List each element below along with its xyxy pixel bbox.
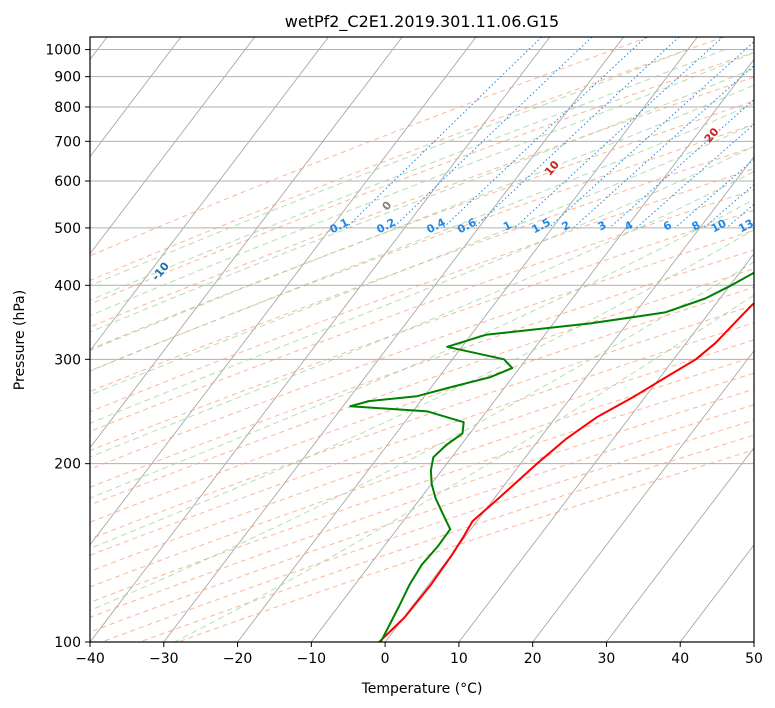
temperature-profile-line [378,302,754,642]
y-tick-label: 900 [54,70,81,86]
dry-adiabat-label: 0 [379,198,394,212]
mixing-ratio-label: 10 [709,217,729,236]
moist-adiabat-line [90,261,754,612]
chart-title: wetPf2_C2E1.2019.301.11.06.G15 [285,12,559,32]
dry-adiabat-line [90,189,754,432]
x-axis: −40 −30 −20 −10 0 10 20 30 40 50 [75,642,763,667]
moist-adiabat-line [90,123,754,396]
dry-adiabat-line [90,322,754,556]
dry-adiabat-line [90,404,754,633]
x-tick-label: −20 [223,651,253,667]
mixing-ratio-line [635,123,754,229]
moist-adiabat-line [90,84,754,352]
moist-adiabat-line [90,49,688,287]
dry-adiabat-line [90,304,754,540]
dewpoint-profile-line [349,271,754,642]
dry-adiabat-label: 10 [542,158,562,178]
y-tick-label: 100 [54,635,81,651]
mixing-ratio-label: 4 [622,218,635,233]
x-axis-title: Temperature (°C) [361,681,483,697]
dry-adiabat-line [90,168,754,413]
y-tick-label: 200 [54,457,81,473]
isotherm-line [532,350,754,642]
moist-adiabat-line [90,145,754,424]
moist-adiabat-line [174,294,754,642]
mixing-ratio-line [609,98,754,229]
mixing-ratio-line [548,41,754,229]
x-tick-label: 10 [450,651,468,667]
moist-adiabat-line [90,49,725,301]
x-tick-label: −40 [75,651,105,667]
isotherm-line [753,641,754,642]
x-tick-label: 40 [671,651,689,667]
y-tick-label: 500 [54,221,81,237]
y-tick-label: 600 [54,174,81,190]
isotherm-line [90,37,256,255]
mixing-ratio-line [514,37,724,229]
isotherm-line [679,544,754,642]
moist-adiabat-line [90,229,754,550]
y-tick-label: 700 [54,134,81,150]
moist-adiabat-line [90,198,754,499]
mixing-ratio-label: 0.4 [424,216,448,237]
x-tick-label: 20 [524,651,542,667]
isotherm-line [90,37,477,546]
dry-adiabat-line [90,37,649,257]
isotherm-line [163,37,624,642]
mixing-ratio-line [572,64,754,229]
dry-adiabat-label: 20 [702,125,722,145]
dry-adiabat-line [90,356,754,588]
isotherm-line [90,37,329,352]
moist-adiabat-line [90,102,754,372]
x-tick-label: −10 [297,651,327,667]
isotherm-line [458,252,754,642]
mixing-ratio-line [473,37,680,229]
dry-adiabat-line [90,51,754,305]
mixing-ratio-label: 0.1 [328,216,351,237]
isotherm-line [90,37,403,449]
y-tick-label: 800 [54,100,81,116]
mixing-ratio-label: 3 [596,218,609,233]
moist-adiabat-line [90,52,754,317]
y-axis: 1000 900 800 700 600 500 400 300 200 100 [45,43,90,651]
y-axis-title: Pressure (hPa) [12,290,28,390]
isotherm-line [384,155,754,642]
isotherm-line [90,37,182,158]
mixing-ratio-line [753,227,754,229]
x-tick-label: 30 [598,651,616,667]
moist-adiabat-line [90,67,754,333]
dry-adiabat-line [90,209,754,452]
isotherm-line [606,447,754,642]
moist-adiabat-line [90,171,754,458]
mixing-ratio-label: 6 [661,218,674,233]
mixing-ratio-label: 16 [758,217,775,236]
plot-area: 0.10.20.40.611.52346810131620253036-100-… [90,37,775,642]
mixing-ratio-line [442,37,647,229]
dry-adiabat-line [90,372,754,603]
mixing-ratio-label: 0.2 [374,216,397,237]
dry-adiabat-line [90,268,754,506]
dry-adiabat-line [90,37,724,282]
y-tick-label: 300 [54,352,81,368]
dry-adiabat-line [90,100,754,350]
mixing-ratio-line [674,158,754,229]
isotherm-line [310,58,754,642]
y-tick-label: 1000 [45,43,81,59]
isotherm-line [90,37,551,642]
dry-adiabat-line [139,434,754,642]
dry-adiabat-line [90,123,754,372]
plot-frame [89,36,755,643]
mixing-ratio-label: 13 [736,217,756,236]
x-tick-label: 0 [381,651,390,667]
x-tick-label: −30 [149,651,179,667]
x-tick-label: 50 [745,651,763,667]
y-tick-label: 400 [54,278,81,294]
mixing-ratio-line [392,37,593,229]
mixing-ratio-line [345,37,542,229]
dry-adiabat-line [90,388,754,618]
dry-adiabat-label: -10 [149,259,172,283]
